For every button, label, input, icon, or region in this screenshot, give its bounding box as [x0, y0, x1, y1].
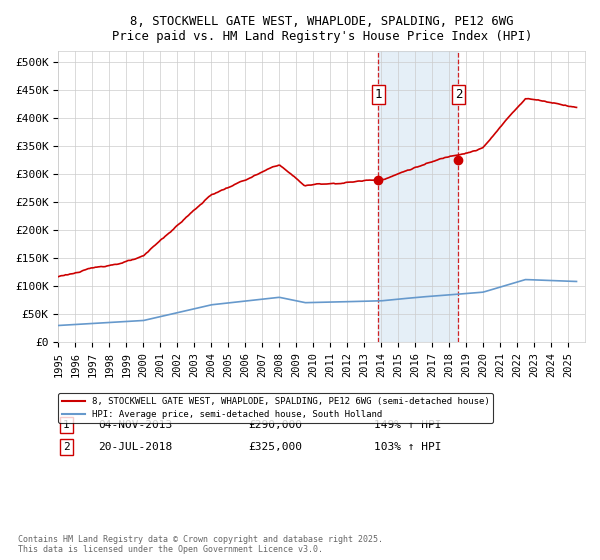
- Title: 8, STOCKWELL GATE WEST, WHAPLODE, SPALDING, PE12 6WG
Price paid vs. HM Land Regi: 8, STOCKWELL GATE WEST, WHAPLODE, SPALDI…: [112, 15, 532, 43]
- Text: 20-JUL-2018: 20-JUL-2018: [98, 442, 172, 452]
- Text: £290,000: £290,000: [248, 420, 302, 430]
- Legend: 8, STOCKWELL GATE WEST, WHAPLODE, SPALDING, PE12 6WG (semi-detached house), HPI:: 8, STOCKWELL GATE WEST, WHAPLODE, SPALDI…: [58, 393, 493, 423]
- Text: 1: 1: [63, 420, 70, 430]
- Text: 2: 2: [455, 88, 462, 101]
- Text: 149% ↑ HPI: 149% ↑ HPI: [374, 420, 442, 430]
- Text: £325,000: £325,000: [248, 442, 302, 452]
- Text: 1: 1: [375, 88, 382, 101]
- Text: 103% ↑ HPI: 103% ↑ HPI: [374, 442, 442, 452]
- Text: Contains HM Land Registry data © Crown copyright and database right 2025.
This d: Contains HM Land Registry data © Crown c…: [18, 535, 383, 554]
- Text: 2: 2: [63, 442, 70, 452]
- Text: 04-NOV-2013: 04-NOV-2013: [98, 420, 172, 430]
- Bar: [379, 51, 458, 342]
